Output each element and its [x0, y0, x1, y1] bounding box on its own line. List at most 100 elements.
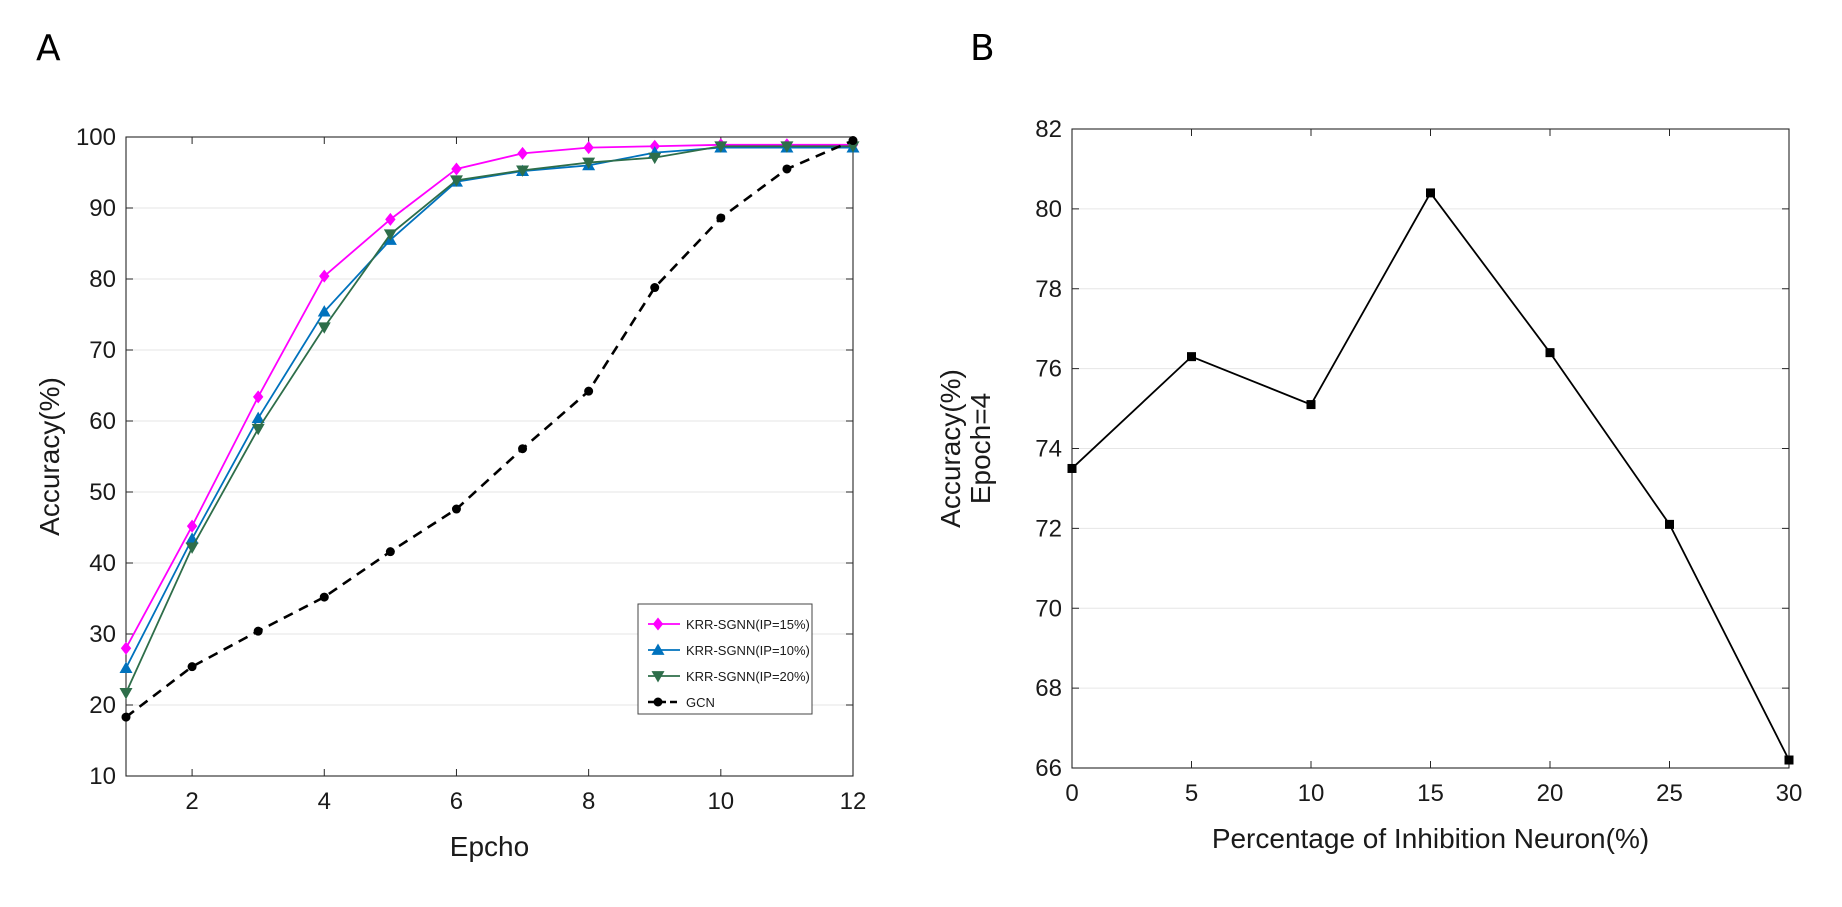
chart-b-ytick-label: 80 — [1035, 196, 1062, 223]
chart-b-ytick-label: 82 — [1035, 116, 1062, 143]
chart-a-data-point — [121, 712, 131, 722]
chart-b-data-point — [1426, 188, 1435, 198]
chart-a-axes-box — [125, 136, 854, 777]
chart-b-data-point — [1665, 519, 1674, 529]
chart-a-data-point — [714, 141, 728, 153]
chart-a-ytick-label: 100 — [76, 124, 116, 151]
chart-a-data-point — [848, 136, 858, 146]
chart-a-data-point — [584, 386, 594, 396]
chart-a-data-point — [650, 283, 660, 293]
chart-a-xtick-label: 2 — [185, 788, 198, 815]
chart-b-plot: 66 68 70 72 74 76 78 80 82 0 5 10 15 20 25 30 Percentage… — [935, 116, 1802, 854]
legend-label: KRR-SGNN(IP=20%) — [686, 669, 810, 684]
legend-box — [637, 603, 813, 715]
legend-label: KRR-SGNN(IP=10%) — [686, 643, 810, 658]
chart-a-xtick-label: 12 — [840, 788, 867, 815]
chart-a-plot: 10 20 30 40 50 60 70 80 90 100 2 4 6 8 10 12 Epcho Accura… — [34, 124, 866, 862]
legend-marker — [652, 617, 664, 631]
chart-b-data-point — [1545, 348, 1555, 358]
chart-b-xtick-label: 20 — [1537, 780, 1564, 807]
chart-a-data-point — [251, 411, 265, 424]
chart-b-xtick-label: 25 — [1656, 780, 1683, 807]
legend-marker — [653, 697, 663, 707]
chart-a-data-point — [516, 165, 530, 177]
chart-a-data-point — [120, 641, 132, 655]
chart-a-data-point — [846, 141, 860, 153]
chart-b-ytick-label: 66 — [1035, 755, 1062, 782]
chart-a-data-point — [185, 542, 199, 554]
chart-b-ytick-label: 68 — [1035, 675, 1062, 702]
chart-a-ytick-label: 90 — [89, 195, 116, 222]
chart-a-data-point — [716, 213, 726, 223]
chart-a-series-2 — [119, 141, 860, 700]
chart-a-data-point — [582, 157, 596, 170]
chart-a-data-point — [385, 212, 396, 226]
chart-a-ytick-label: 30 — [89, 621, 116, 648]
chart-a-xtick-label: 6 — [450, 788, 463, 815]
chart-a-data-point — [517, 146, 528, 160]
chart-a-legend: KRR-SGNN(IP=15%) KRR-SGNN(IP=10%) KRR-SGNN… — [637, 603, 813, 715]
chart-a-series-line — [125, 145, 853, 694]
chart-b-ylabel: Epoch=4 — [965, 393, 996, 504]
chart-a-series-3 — [121, 136, 858, 722]
chart-b-series-line — [1071, 191, 1790, 761]
chart-b-xtick-label: 30 — [1776, 780, 1803, 807]
chart-a-data-point — [518, 444, 528, 454]
chart-b-data-point — [1187, 352, 1196, 362]
chart-a-data-point — [253, 626, 263, 636]
legend-marker — [651, 643, 665, 655]
chart-b-xtick-label: 5 — [1185, 780, 1198, 807]
chart-a-data-point — [648, 152, 662, 165]
chart-a-data-point — [449, 175, 463, 187]
chart-b-series-0 — [1067, 188, 1794, 765]
chart-a-series-line — [125, 139, 854, 719]
legend-label: GCN — [686, 695, 715, 710]
chart-a-ytick-label: 70 — [89, 337, 116, 364]
chart-a-data-point — [780, 141, 794, 153]
chart-a-data-point — [451, 504, 461, 514]
chart-b-ylabel: Accuracy(%) — [935, 369, 966, 528]
chart-a-series-line — [125, 143, 853, 649]
chart-a-data-point — [119, 688, 133, 700]
chart-a-data-point — [451, 162, 462, 176]
chart-a-ytick-label: 80 — [89, 266, 116, 293]
chart-a-data-point — [317, 322, 331, 334]
chart-b-xtick-label: 10 — [1298, 780, 1325, 807]
chart-a-data-point — [782, 164, 792, 174]
chart-b-data-point — [1306, 400, 1316, 410]
chart-a-xtick-label: 4 — [318, 788, 331, 815]
chart-a-data-point — [583, 141, 594, 155]
chart-b-xlabel: Percentage of Inhibition Neuron(%) — [1212, 823, 1649, 854]
chart-a-data-point — [385, 547, 395, 557]
chart-a-ytick-label: 10 — [89, 763, 116, 790]
chart-b-data-point — [1067, 463, 1077, 473]
panel-label-a: A — [36, 28, 61, 69]
chart-a-series-line — [125, 146, 853, 669]
chart-b-xtick-label: 15 — [1417, 780, 1444, 807]
chart-a-xlabel: Epcho — [450, 831, 529, 862]
chart-a-ytick-label: 20 — [89, 692, 116, 719]
chart-b-ytick-label: 70 — [1035, 595, 1062, 622]
chart-a-data-point — [119, 661, 133, 673]
chart-a-data-point — [187, 662, 197, 672]
chart-a-xtick-label: 8 — [582, 788, 595, 815]
chart-a-data-point — [317, 305, 331, 317]
chart-a-data-point — [251, 423, 265, 436]
chart-a-data-point — [319, 592, 329, 602]
chart-a-ytick-label: 40 — [89, 550, 116, 577]
chart-b-data-point — [1784, 755, 1794, 765]
chart-a-data-point — [383, 229, 397, 241]
chart-a-data-point — [252, 390, 264, 404]
chart-a-ytick-label: 60 — [89, 408, 116, 435]
chart-a-data-point — [186, 519, 198, 533]
panel-label-b: B — [970, 28, 995, 69]
chart-b-ytick-label: 76 — [1035, 356, 1062, 383]
chart-b-ytick-label: 78 — [1035, 276, 1062, 303]
chart-b-ytick-label: 74 — [1035, 436, 1062, 463]
chart-b-ytick-label: 72 — [1035, 515, 1062, 542]
chart-a-ytick-label: 50 — [89, 479, 116, 506]
legend-label: KRR-SGNN(IP=15%) — [686, 617, 810, 632]
chart-a-data-point — [319, 269, 330, 283]
legend-marker — [651, 671, 665, 683]
